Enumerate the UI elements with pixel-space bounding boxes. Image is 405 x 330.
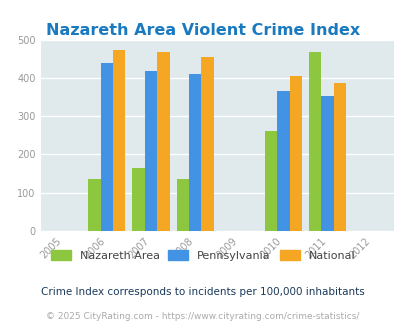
- Bar: [289, 76, 301, 231]
- Bar: [113, 50, 125, 231]
- Bar: [157, 52, 169, 231]
- Bar: [176, 179, 188, 231]
- Legend: Nazareth Area, Pennsylvania, National: Nazareth Area, Pennsylvania, National: [51, 250, 354, 260]
- Bar: [277, 91, 289, 231]
- Bar: [145, 71, 157, 231]
- Bar: [308, 52, 321, 231]
- Bar: [201, 57, 213, 231]
- Text: Crime Index corresponds to incidents per 100,000 inhabitants: Crime Index corresponds to incidents per…: [41, 287, 364, 297]
- Bar: [188, 75, 201, 231]
- Bar: [333, 83, 345, 231]
- Bar: [132, 168, 145, 231]
- Bar: [264, 131, 277, 231]
- Bar: [88, 179, 100, 231]
- Bar: [100, 63, 113, 231]
- Text: © 2025 CityRating.com - https://www.cityrating.com/crime-statistics/: © 2025 CityRating.com - https://www.city…: [46, 312, 359, 321]
- Bar: [321, 96, 333, 231]
- Text: Nazareth Area Violent Crime Index: Nazareth Area Violent Crime Index: [46, 23, 359, 38]
